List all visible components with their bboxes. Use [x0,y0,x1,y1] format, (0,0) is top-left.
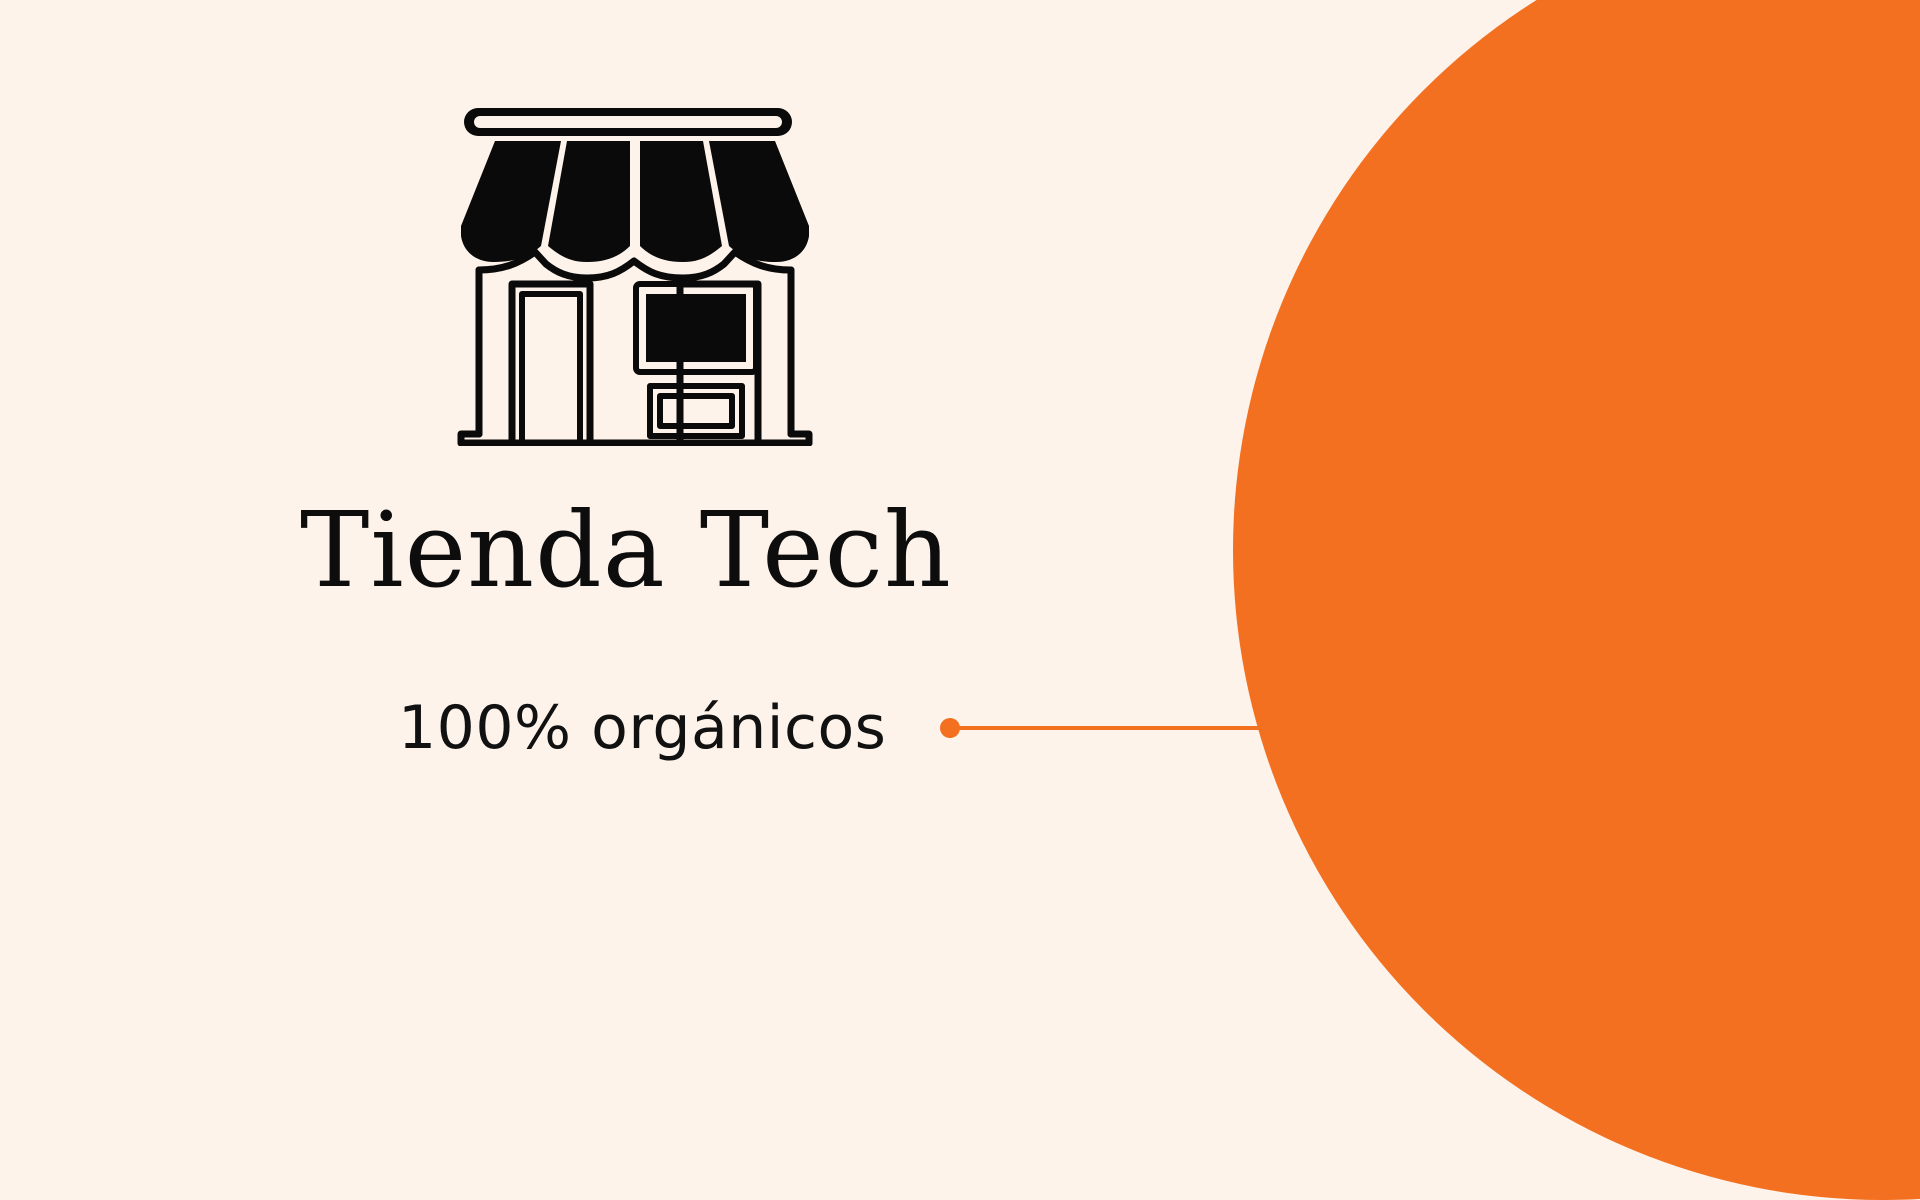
storefront-icon [457,108,813,446]
tagline-text: 100% orgánicos [398,693,887,763]
connector-line [940,718,1260,738]
brand-title: Tienda Tech [300,489,952,611]
orange-circle-shape [1233,0,1920,1200]
